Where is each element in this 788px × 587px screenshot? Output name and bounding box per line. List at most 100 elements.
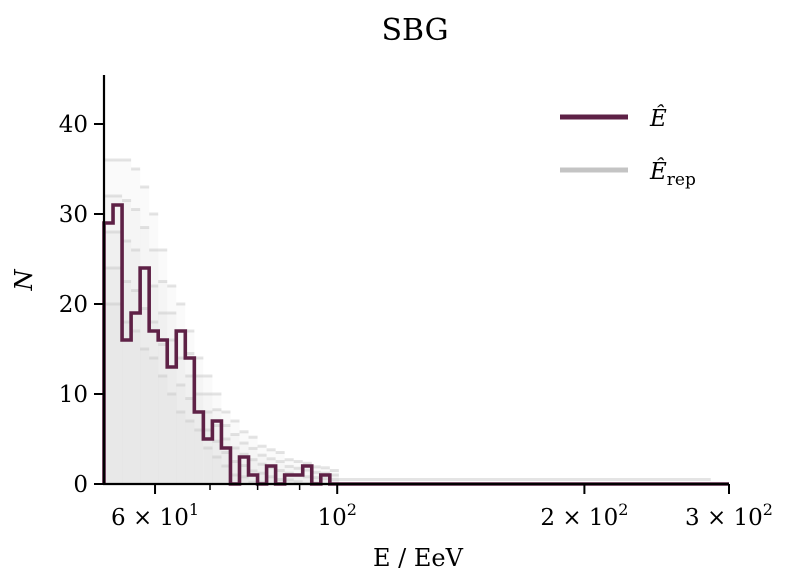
replicate-bin xyxy=(239,443,249,484)
replicate-bin xyxy=(113,268,123,484)
replicate-bin xyxy=(311,477,321,484)
replicate-bin xyxy=(131,331,141,484)
replicate-bin xyxy=(131,169,141,484)
replicate-bin xyxy=(248,448,258,484)
replicate-bin xyxy=(122,322,132,484)
replicate-bin xyxy=(176,412,186,484)
replicate-bin xyxy=(311,472,321,484)
replicate-bin xyxy=(203,430,213,484)
replicate-bin xyxy=(257,455,267,484)
replicate-bin xyxy=(293,475,303,484)
legend: Ê Êrep xyxy=(560,105,696,190)
x-axis-label: E / EeV xyxy=(373,544,464,572)
replicate-bin xyxy=(320,478,330,484)
y-tick-label: 40 xyxy=(59,112,88,138)
replicate-bin xyxy=(104,268,114,484)
replicate-bin xyxy=(284,473,294,484)
replicate-bin xyxy=(221,452,231,484)
x-tick-label: 2 × 102 xyxy=(540,500,628,531)
replicate-bin xyxy=(230,475,240,484)
replicate-bin xyxy=(302,470,312,484)
replicate-bin xyxy=(167,313,177,484)
x-ticks: 6 × 101 102 2 × 102 3 × 102 xyxy=(111,484,773,531)
replicate-bin xyxy=(167,340,177,484)
replicate-bin xyxy=(140,308,150,484)
replicate-bin xyxy=(212,441,222,484)
replicate-bin xyxy=(248,437,258,484)
replicate-bin xyxy=(104,232,114,484)
replicate-bin xyxy=(239,476,249,484)
replicate-bin xyxy=(203,448,213,484)
replicate-bin xyxy=(302,476,312,484)
replicate-bin xyxy=(104,304,114,484)
replicate-bin xyxy=(194,430,204,484)
replicate-bin xyxy=(131,290,141,484)
replicate-bin xyxy=(212,457,222,484)
legend-label-observed: Ê xyxy=(649,105,667,132)
replicate-bin xyxy=(275,461,285,484)
replicate-bin xyxy=(122,160,132,484)
replicate-bin xyxy=(230,421,240,484)
y-tick-label: 20 xyxy=(59,292,88,318)
replicate-histograms xyxy=(104,158,711,486)
replicate-bin xyxy=(176,358,186,484)
replicate-bin xyxy=(266,467,276,484)
x-tick-label: 6 × 101 xyxy=(111,500,199,531)
replicate-bin xyxy=(167,394,177,484)
replicate-bin xyxy=(158,313,168,484)
replicate-bin xyxy=(275,452,285,484)
replicate-bin xyxy=(293,481,303,484)
replicate-bin xyxy=(113,232,123,484)
replicate-bin xyxy=(230,434,240,484)
replicate-bin xyxy=(221,425,231,484)
replicate-bin xyxy=(266,476,276,484)
replicate-bin xyxy=(239,465,249,484)
replicate-bin xyxy=(131,209,141,484)
replicate-bin xyxy=(113,304,123,484)
replicate-bin xyxy=(140,187,150,484)
replicate-bin xyxy=(176,304,186,484)
replicate-bin xyxy=(122,281,132,484)
y-axis-label: N xyxy=(10,269,38,292)
replicate-bin xyxy=(140,268,150,484)
x-tick-label: 102 xyxy=(317,500,356,531)
replicate-bin xyxy=(167,286,177,484)
replicate-bin xyxy=(239,454,249,484)
observed-step-line xyxy=(102,203,729,486)
replicate-bin xyxy=(185,376,195,484)
replicate-bin xyxy=(212,394,222,484)
replicate-bin xyxy=(158,344,168,484)
observed-histogram xyxy=(102,203,729,486)
replicate-bin xyxy=(284,459,294,484)
replicate-bin xyxy=(329,479,339,484)
replicate-bin xyxy=(230,461,240,484)
replicate-bin xyxy=(293,461,303,484)
replicate-bin xyxy=(203,376,213,484)
y-tick-label: 10 xyxy=(59,382,88,408)
replicate-bin xyxy=(275,470,285,484)
y-tick-label: 30 xyxy=(59,202,88,228)
replicate-bin xyxy=(194,358,204,484)
replicate-bin xyxy=(149,322,159,484)
replicate-bin xyxy=(185,353,195,484)
replicate-bin xyxy=(104,160,114,484)
replicate-bin xyxy=(185,421,195,484)
replicate-bin xyxy=(212,409,222,484)
replicate-bin xyxy=(257,446,267,484)
replicate-bin xyxy=(158,376,168,484)
replicate-bin xyxy=(284,479,294,484)
replicate-bin xyxy=(275,479,285,484)
replicate-bin xyxy=(266,458,276,484)
replicate-bin xyxy=(329,470,339,484)
y-ticks: 0 10 20 30 40 xyxy=(59,112,104,498)
replicate-bin xyxy=(158,281,168,484)
replicate-bin xyxy=(185,398,195,484)
chart-title: SBG xyxy=(381,13,448,48)
replicate-bin xyxy=(113,160,123,484)
replicate-bin xyxy=(185,331,195,484)
replicate-bin xyxy=(104,196,114,484)
replicate-bin xyxy=(257,464,267,484)
legend-label-replicate: Êrep xyxy=(649,158,696,190)
replicate-bin xyxy=(257,473,267,484)
